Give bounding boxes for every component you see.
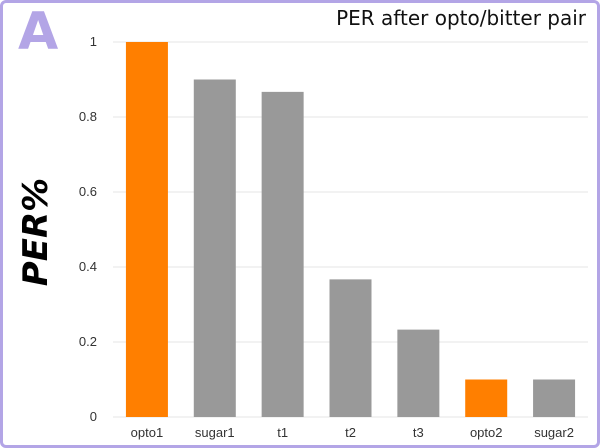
bar-sugar1 — [193, 79, 236, 417]
chart-title: PER after opto/bitter pair — [336, 6, 586, 30]
x-tick-label: opto2 — [470, 425, 503, 440]
y-tick-labels: 0 0.2 0.4 0.6 0.8 1 — [79, 34, 97, 424]
bar-sugar2 — [533, 379, 576, 417]
x-tick-labels: opto1 sugar1 t1 t2 t3 opto2 sugar2 — [131, 425, 574, 440]
x-tick-label: opto1 — [131, 425, 164, 440]
y-tick-label: 0.6 — [79, 184, 97, 199]
y-tick-label: 0 — [90, 409, 97, 424]
bar-t3 — [397, 329, 440, 417]
panel-label: A — [18, 2, 59, 62]
x-tick-label: sugar1 — [195, 425, 235, 440]
x-tick-label: t1 — [277, 425, 288, 440]
y-tick-label: 0.4 — [79, 259, 97, 274]
y-tick-label: 0.2 — [79, 334, 97, 349]
bar-opto2 — [465, 379, 508, 417]
y-tick-label: 0.8 — [79, 109, 97, 124]
bars — [125, 42, 576, 417]
x-tick-label: t3 — [413, 425, 424, 440]
y-tick-label: 1 — [90, 34, 97, 49]
bar-opto1 — [125, 42, 168, 417]
bar-t1 — [261, 91, 304, 417]
x-tick-label: sugar2 — [534, 425, 574, 440]
bar-t2 — [329, 279, 372, 417]
x-tick-label: t2 — [345, 425, 356, 440]
